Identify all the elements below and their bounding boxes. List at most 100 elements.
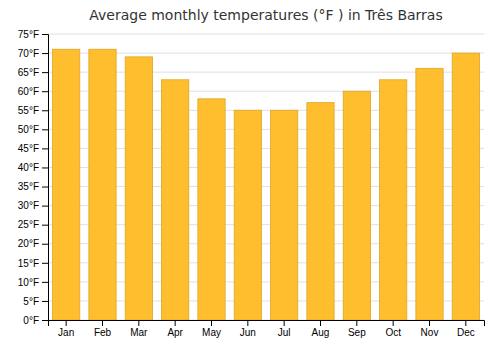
bar (452, 53, 479, 320)
tick-mark (102, 320, 103, 326)
tick-mark (42, 34, 48, 35)
tick: 15°F (18, 258, 48, 269)
tick-mark (465, 320, 466, 326)
title: Average monthly temperatures (°F ) in Tr… (89, 7, 442, 23)
bar (89, 49, 116, 320)
tick: Dec (457, 320, 475, 338)
tick: 20°F (18, 238, 48, 249)
tick-mark (42, 263, 48, 264)
tick-label: 45°F (18, 143, 39, 154)
tick: May (202, 320, 221, 338)
tick: 50°F (18, 124, 48, 135)
grid-line (48, 34, 484, 35)
tick: 40°F (18, 162, 48, 173)
axis-line (42, 35, 49, 321)
tick: 45°F (18, 143, 48, 154)
tick-label: Mar (130, 327, 148, 338)
tick: 60°F (18, 86, 48, 97)
tick-label: 10°F (18, 277, 39, 288)
tick: 55°F (18, 105, 48, 116)
tick-mark (320, 320, 321, 326)
tick-label: 70°F (18, 48, 39, 59)
tick-label: 20°F (18, 238, 39, 249)
tick-label: 50°F (18, 124, 39, 135)
tick: 70°F (18, 48, 48, 59)
bar (271, 110, 298, 320)
tick: Jul (278, 320, 291, 338)
tick-mark (42, 167, 48, 168)
tick-label: 35°F (18, 181, 39, 192)
plot: 0°F 5°F 10°F 15°F 20°F 25°F 30°F 35°F 40°F 45°F 50… (18, 29, 485, 338)
tick: 25°F (18, 219, 48, 230)
tick: 30°F (18, 200, 48, 211)
tick-label: 75°F (18, 29, 39, 40)
bar (53, 49, 80, 320)
tick-mark (42, 244, 48, 245)
tick: Aug (312, 320, 330, 338)
tick-label: Apr (167, 327, 183, 338)
tick-label: Oct (385, 327, 401, 338)
tick-label: Jul (278, 327, 291, 338)
tick: 5°F (23, 296, 48, 307)
tick: Feb (94, 320, 112, 338)
tick-mark (42, 53, 48, 54)
tick: Jan (58, 320, 74, 338)
tick-label: May (202, 327, 221, 338)
bar (343, 91, 370, 320)
tick-label: 40°F (18, 162, 39, 173)
tick-label: Aug (312, 327, 330, 338)
tick-label: Nov (421, 327, 439, 338)
bar (198, 99, 225, 320)
tick-mark (211, 320, 212, 326)
tick-mark (393, 320, 394, 326)
axis-line (49, 321, 485, 327)
tick-label: Sep (348, 327, 366, 338)
tick-mark (356, 320, 357, 326)
tick-mark (42, 148, 48, 149)
bars (53, 49, 480, 320)
tick-mark (42, 129, 48, 130)
tick-mark (138, 320, 139, 326)
tick: 0°F (23, 315, 48, 326)
tick-mark (42, 206, 48, 207)
bar (307, 103, 334, 320)
tick: Jun (240, 320, 256, 338)
tick-label: 30°F (18, 200, 39, 211)
tick: 10°F (18, 277, 48, 288)
tick-mark (42, 72, 48, 73)
tick-mark (66, 320, 67, 326)
tick: Mar (130, 320, 148, 338)
tick-label: 0°F (23, 315, 39, 326)
tick-label: 15°F (18, 258, 39, 269)
tick-mark (42, 91, 48, 92)
bar (162, 80, 189, 320)
tick-mark (247, 320, 248, 326)
tick-label: Jun (240, 327, 256, 338)
tick: Apr (167, 320, 183, 338)
tick: 35°F (18, 181, 48, 192)
tick-label: 55°F (18, 105, 39, 116)
tick-label: 60°F (18, 86, 39, 97)
tick-label: Feb (94, 327, 112, 338)
tick: 75°F (18, 29, 48, 40)
tick: 65°F (18, 67, 48, 78)
tick-mark (42, 110, 48, 111)
tick-mark (284, 320, 285, 326)
tick-mark (42, 320, 48, 321)
bar (416, 68, 443, 320)
tick-label: 25°F (18, 219, 39, 230)
bar (125, 57, 152, 320)
tick-label: 5°F (23, 296, 39, 307)
y-axis: 0°F 5°F 10°F 15°F 20°F 25°F 30°F 35°F 40°F 45°F 50… (18, 29, 49, 326)
tick-label: Dec (457, 327, 475, 338)
tick-mark (42, 301, 48, 302)
chart: 0°F 5°F 10°F 15°F 20°F 25°F 30°F 35°F 40°F 45°F 50… (0, 0, 500, 350)
tick-label: 65°F (18, 67, 39, 78)
tick-mark (42, 225, 48, 226)
bar (380, 80, 407, 320)
tick-mark (42, 187, 48, 188)
tick-mark (429, 320, 430, 326)
tick: Oct (385, 320, 401, 338)
bar (234, 110, 261, 320)
grid (48, 34, 484, 320)
